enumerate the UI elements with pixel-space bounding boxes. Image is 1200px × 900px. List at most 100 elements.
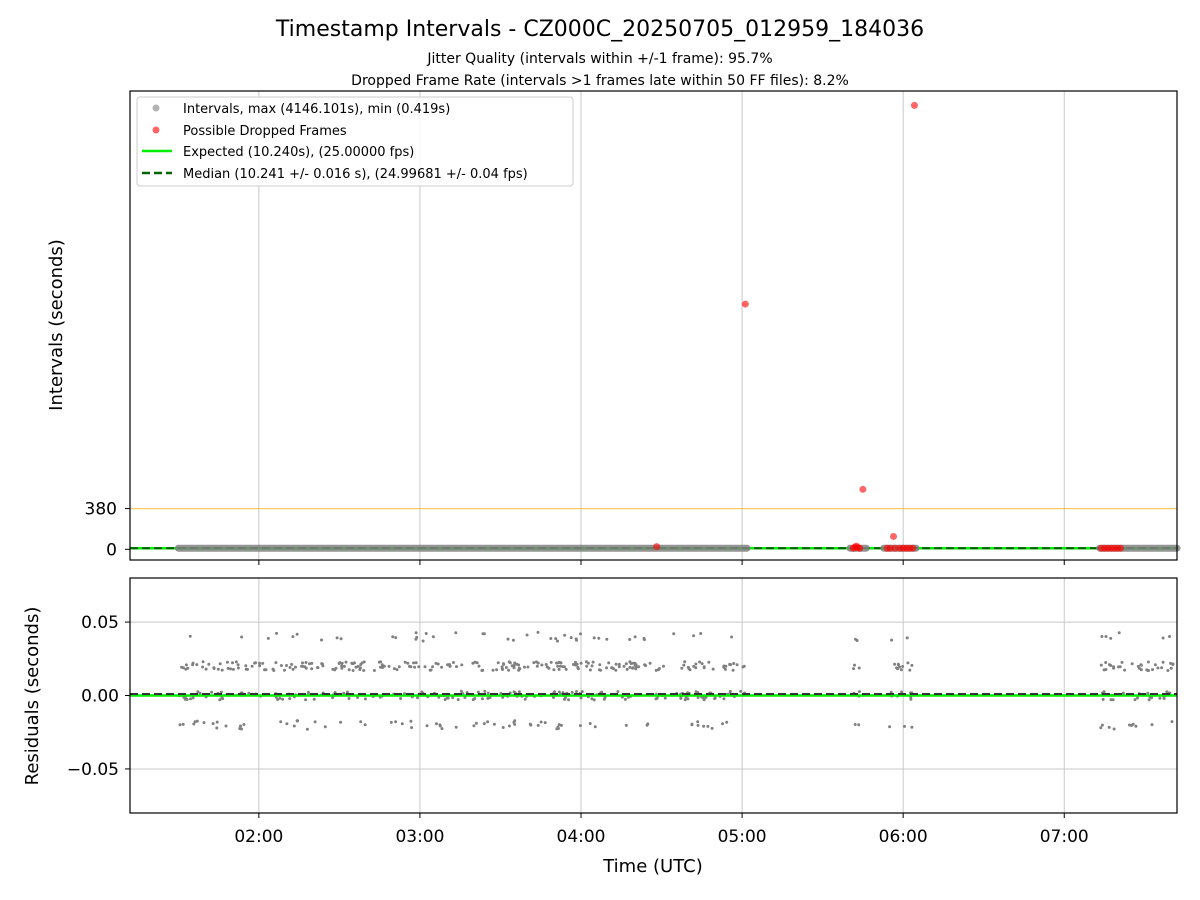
residual-point — [275, 631, 278, 635]
dropped-frame-point — [891, 544, 899, 552]
residual-point — [306, 690, 310, 694]
residual-point — [710, 726, 714, 730]
residual-point — [1109, 698, 1113, 702]
residual-point — [555, 661, 558, 665]
residual-point — [281, 697, 285, 701]
residual-point — [224, 724, 228, 728]
intervals-ytick-label: 0 — [106, 540, 117, 560]
residual-point — [261, 661, 265, 665]
residuals-ylabel: Residuals (seconds) — [22, 607, 43, 786]
residual-point — [556, 664, 560, 668]
intervals-series — [174, 101, 1181, 552]
residual-point — [340, 666, 344, 670]
residuals-xtick-label: 05:00 — [718, 827, 767, 847]
residual-point — [295, 632, 299, 636]
residual-point — [417, 665, 421, 669]
residual-point — [218, 698, 222, 702]
residual-point — [288, 666, 292, 669]
residual-point — [215, 726, 219, 730]
residual-point — [310, 661, 314, 665]
residual-point — [473, 660, 477, 664]
residual-point — [339, 720, 343, 724]
residual-point — [624, 662, 628, 666]
residuals-xtick-label: 02:00 — [234, 827, 283, 847]
residual-point — [910, 663, 914, 667]
residual-point — [1162, 696, 1166, 700]
residual-point — [644, 664, 648, 668]
residual-point — [180, 665, 184, 669]
residual-point — [1112, 665, 1116, 669]
residual-point — [1161, 636, 1165, 640]
residual-point — [1117, 631, 1121, 635]
residual-point — [1146, 660, 1150, 664]
residual-point — [692, 634, 696, 638]
residual-point — [304, 661, 308, 664]
residuals-ytick-label: 0.05 — [81, 613, 119, 633]
residual-point — [185, 698, 189, 701]
residual-point — [1101, 697, 1105, 701]
residual-point — [522, 665, 526, 669]
residual-point — [195, 663, 199, 667]
residual-point — [857, 723, 861, 727]
residual-point — [557, 667, 561, 671]
residual-point — [351, 662, 355, 665]
residual-point — [739, 689, 743, 693]
residual-point — [672, 632, 676, 636]
residual-point — [646, 722, 650, 726]
residual-point — [1136, 696, 1139, 700]
residual-point — [662, 664, 665, 668]
residual-point — [910, 725, 914, 729]
residual-point — [1146, 691, 1150, 695]
residual-point — [290, 662, 294, 666]
residual-point — [1171, 662, 1175, 666]
residual-point — [557, 660, 561, 664]
intervals-panel: 0 380 Intervals (seconds) Intervals, max … — [46, 90, 1181, 565]
residual-point — [406, 661, 410, 665]
residual-point — [698, 660, 702, 664]
residual-point — [436, 662, 440, 666]
residual-point — [412, 661, 416, 665]
residuals-ticks: 02:00 03:00 04:00 05:00 06:00 07:00 0.05 0.00 −0… — [67, 613, 1089, 847]
residual-point — [591, 660, 595, 664]
residuals-xtick-label: 03:00 — [395, 827, 444, 847]
residual-point — [741, 665, 745, 669]
residual-point — [292, 724, 296, 728]
residual-point — [372, 669, 376, 672]
residual-point — [435, 722, 438, 726]
residual-point — [702, 665, 706, 669]
residual-point — [556, 727, 560, 730]
dropped-frame-point — [886, 544, 894, 552]
residual-point — [387, 664, 391, 668]
residual-point — [240, 635, 244, 639]
residual-point — [438, 723, 442, 727]
residuals-ytick-label: −0.05 — [67, 760, 119, 780]
residual-point — [495, 668, 499, 672]
residual-point — [579, 696, 583, 700]
residual-point — [1131, 722, 1135, 726]
residual-point — [563, 633, 567, 637]
residual-point — [454, 631, 458, 635]
residual-point — [1147, 698, 1151, 702]
residual-point — [588, 722, 592, 725]
residual-point — [1109, 636, 1113, 640]
residual-point — [285, 722, 289, 726]
residual-point — [540, 663, 544, 667]
residual-point — [285, 664, 288, 667]
residual-point — [908, 668, 912, 672]
residual-point — [409, 719, 413, 723]
residual-point — [694, 662, 698, 666]
residual-point — [220, 668, 224, 672]
residual-point — [253, 661, 257, 665]
residual-point — [413, 665, 417, 669]
residual-point — [578, 724, 582, 728]
residual-point — [414, 631, 418, 635]
residual-point — [335, 636, 339, 640]
residual-point — [356, 664, 360, 668]
residual-point — [440, 727, 444, 731]
residual-point — [1100, 635, 1104, 638]
residual-point — [446, 663, 450, 667]
residual-point — [229, 667, 233, 671]
dropped-frame-point — [741, 300, 749, 308]
residual-point — [1169, 666, 1173, 670]
residual-point — [410, 726, 414, 730]
